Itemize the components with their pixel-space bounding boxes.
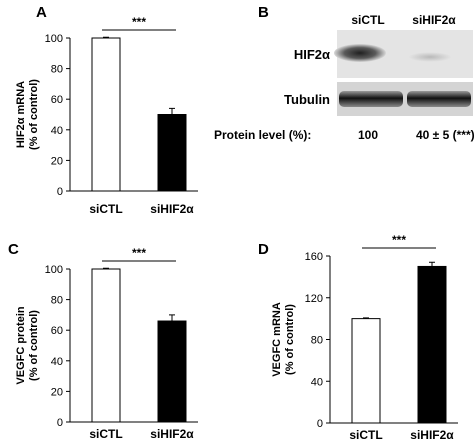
blot-row-label-tubulin: Tubulin [284, 92, 330, 107]
panel-letter-d: D [258, 241, 269, 258]
significance-mark-a: *** [132, 15, 146, 29]
panel-a: A 0 20 40 60 80 100 HIF2α mRNA (% of control) si… [15, 4, 198, 216]
y-tick-label: 40 [51, 356, 63, 368]
y-tick-label: 100 [45, 264, 63, 276]
tubulin-band-sihif2a [407, 91, 471, 107]
category-label-c: siHIF2α [150, 427, 194, 441]
y-axis-label-d: (% of control) [284, 304, 296, 375]
significance-mark-c: *** [132, 246, 146, 260]
y-tick-label: 120 [305, 293, 323, 305]
y-axis-label-c: (% of control) [28, 310, 40, 381]
panel-c: C 0 20 40 60 80 100 VEGFC protein (% of control… [8, 241, 198, 441]
y-tick-label: 0 [57, 186, 63, 198]
y-tick-label: 0 [317, 418, 323, 430]
y-tick-label: 20 [51, 386, 63, 398]
tubulin-band-sictl [339, 91, 403, 107]
bar-d-sictl [351, 318, 381, 424]
lane-label-2: siHIF2α [412, 13, 456, 27]
y-tick-label: 60 [51, 94, 63, 106]
category-label-d: siCTL [349, 428, 382, 442]
y-tick-label: 0 [57, 417, 63, 429]
y-tick-label: 40 [311, 376, 323, 388]
lane-label-1: siCTL [351, 13, 384, 27]
y-tick-label: 80 [311, 335, 323, 347]
bar-d-sihif2a [417, 265, 447, 424]
panel-letter-c: C [8, 241, 19, 258]
y-axis-label-d: VEGFC mRNA [271, 302, 283, 377]
y-tick-label: 100 [45, 33, 63, 45]
panel-d: D 0 40 80 120 160 VEGFC mRNA (% of control) siC… [258, 233, 458, 442]
protein-level-label: Protein level (%): [214, 128, 311, 142]
category-label-a: siCTL [89, 202, 122, 216]
category-label-d: siHIF2α [410, 428, 454, 442]
y-axis-label-c: VEGFC protein [15, 306, 27, 385]
panel-letter-b: B [258, 4, 269, 21]
y-axis-label-a: (% of control) [28, 79, 40, 150]
category-label-c: siCTL [89, 427, 122, 441]
protein-level-sictl: 100 [358, 128, 378, 142]
y-tick-label: 60 [51, 325, 63, 337]
protein-level-sihif2a: 40 ± 5 (***) [416, 128, 475, 142]
bar-c-sictl [91, 268, 121, 423]
category-label-a: siHIF2α [150, 202, 194, 216]
panel-b-western-blot: B siCTL siHIF2α HIF2α [214, 4, 475, 142]
hif2a-band-sihif2a [408, 52, 452, 62]
blot-row-label-hif2a: HIF2α [294, 47, 330, 62]
y-tick-label: 40 [51, 125, 63, 137]
bar-a-sictl [91, 37, 121, 192]
y-axis-label-a: HIF2α mRNA [15, 81, 27, 148]
y-tick-label: 80 [51, 295, 63, 307]
y-tick-label: 160 [305, 251, 323, 263]
significance-mark-d: *** [392, 233, 406, 247]
bar-a-sihif2a [157, 114, 187, 192]
hif2a-band-sictl [334, 44, 386, 62]
y-tick-label: 20 [51, 155, 63, 167]
y-tick-label: 80 [51, 64, 63, 76]
panel-letter-a: A [36, 4, 47, 21]
bar-c-sihif2a [157, 320, 187, 423]
